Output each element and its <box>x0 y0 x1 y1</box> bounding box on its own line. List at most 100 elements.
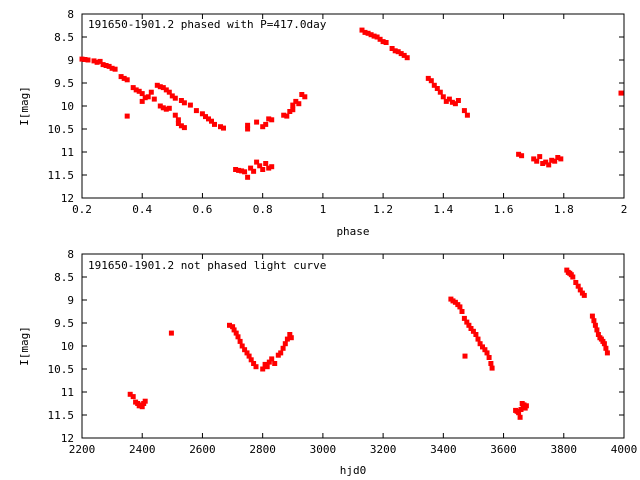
top-data-point <box>392 48 398 54</box>
bottom-data-point <box>570 274 576 280</box>
top-y-tick-label: 11 <box>61 146 74 159</box>
top-y-tick-label: 11.5 <box>48 169 75 182</box>
bottom-data-point <box>603 345 609 351</box>
bottom-data-point <box>272 361 278 366</box>
top-data-point <box>389 46 395 51</box>
top-data-point <box>266 116 272 122</box>
bottom-x-tick-label: 3400 <box>430 443 457 456</box>
bottom-data-point <box>235 334 241 340</box>
top-data-point <box>221 125 226 131</box>
top-y-tick-label: 10 <box>61 100 74 113</box>
bottom-y-tick-label: 8 <box>67 248 74 261</box>
bottom-y-tick-label: 9 <box>67 294 74 307</box>
bottom-data-point <box>473 332 479 337</box>
top-y-tick-label: 8.5 <box>54 31 74 44</box>
bottom-data-point <box>230 324 236 330</box>
top-data-point <box>175 117 181 123</box>
top-data-point <box>157 103 163 109</box>
bottom-x-tick-label: 3800 <box>551 443 578 456</box>
bottom-x-tick-label: 3600 <box>490 443 517 456</box>
top-x-tick-label: 1.8 <box>554 203 574 216</box>
top-data-point <box>263 121 269 127</box>
top-data-point <box>82 57 88 62</box>
bottom-data-point <box>269 356 275 362</box>
top-data-point <box>257 163 263 169</box>
top-data-point <box>555 155 561 160</box>
top-data-point <box>552 158 558 164</box>
top-data-point <box>124 113 130 119</box>
bottom-x-tick-label: 3200 <box>370 443 397 456</box>
bottom-data-point <box>244 350 250 356</box>
top-data-point <box>172 112 178 118</box>
top-data-point <box>236 167 242 173</box>
top-data-point <box>362 29 368 35</box>
top-y-axis-label: I[mag] <box>18 86 31 126</box>
top-y-tick-label: 10.5 <box>48 123 75 136</box>
bottom-data-point <box>130 394 136 400</box>
top-x-tick-label: 1 <box>320 203 327 216</box>
top-data-point <box>519 153 525 159</box>
bottom-data-point <box>518 407 524 412</box>
top-data-point <box>437 89 443 95</box>
bottom-data-point <box>589 313 595 319</box>
top-data-point <box>534 158 540 164</box>
top-data-point <box>546 162 552 168</box>
top-data-point <box>440 94 446 100</box>
top-x-tick-label: 1.6 <box>494 203 514 216</box>
bottom-y-tick-label: 10.5 <box>48 363 75 376</box>
bottom-data-point <box>253 364 259 370</box>
top-data-point <box>139 91 145 97</box>
top-data-point <box>206 116 211 122</box>
bottom-data-point <box>523 403 529 409</box>
bottom-data-point <box>127 391 133 397</box>
bottom-y-tick-label: 8.5 <box>54 271 74 284</box>
bottom-data-point <box>459 309 465 314</box>
top-data-point <box>359 27 365 33</box>
top-data-point <box>443 98 449 104</box>
top-data-point <box>537 154 543 160</box>
top-data-point <box>290 107 296 113</box>
top-data-point <box>290 102 296 108</box>
bottom-x-tick-label: 2800 <box>249 443 276 456</box>
bottom-data-point <box>266 359 272 365</box>
top-data-point <box>540 161 546 166</box>
top-data-point <box>254 159 260 165</box>
top-data-point <box>181 100 187 106</box>
top-data-point <box>302 94 308 100</box>
top-data-point <box>175 121 181 126</box>
bottom-data-point <box>480 344 485 350</box>
top-y-tick-label: 8 <box>67 8 74 21</box>
top-data-point <box>543 159 549 165</box>
bottom-y-tick-label: 12 <box>61 432 74 445</box>
bottom-data-point <box>246 353 252 359</box>
top-data-point <box>377 36 383 42</box>
top-data-point <box>245 126 251 132</box>
top-data-point <box>209 118 214 124</box>
top-data-point <box>169 93 175 99</box>
bottom-data-point <box>468 326 474 331</box>
top-data-point <box>79 56 85 62</box>
top-data-point <box>187 102 193 108</box>
bottom-x-axis-label: hjd0 <box>340 464 367 477</box>
bottom-data-point <box>594 327 600 333</box>
bottom-x-tick-label: 2600 <box>189 443 216 456</box>
bottom-data-point <box>577 287 583 293</box>
bottom-data-point <box>486 355 492 360</box>
bottom-data-point <box>139 404 145 410</box>
top-x-tick-label: 0.2 <box>72 203 92 216</box>
bottom-data-point <box>591 318 597 324</box>
top-data-point <box>148 89 154 95</box>
top-data-point <box>139 98 145 104</box>
bottom-data-point <box>260 366 266 372</box>
top-data-point <box>130 85 136 91</box>
top-data-point <box>233 167 239 172</box>
top-phased-chart: 0.2 0.4 0.6 0.8 1 1.2 1.4 1.6 1.8 2 8 8.5 9 9.5 10 10.5… <box>18 8 627 238</box>
top-data-point <box>452 101 458 107</box>
bottom-data-point <box>488 361 494 366</box>
top-data-point <box>94 59 100 65</box>
bottom-data-point <box>475 336 481 342</box>
top-data-point <box>558 156 564 162</box>
top-data-point <box>449 99 455 105</box>
top-data-point <box>142 95 148 101</box>
